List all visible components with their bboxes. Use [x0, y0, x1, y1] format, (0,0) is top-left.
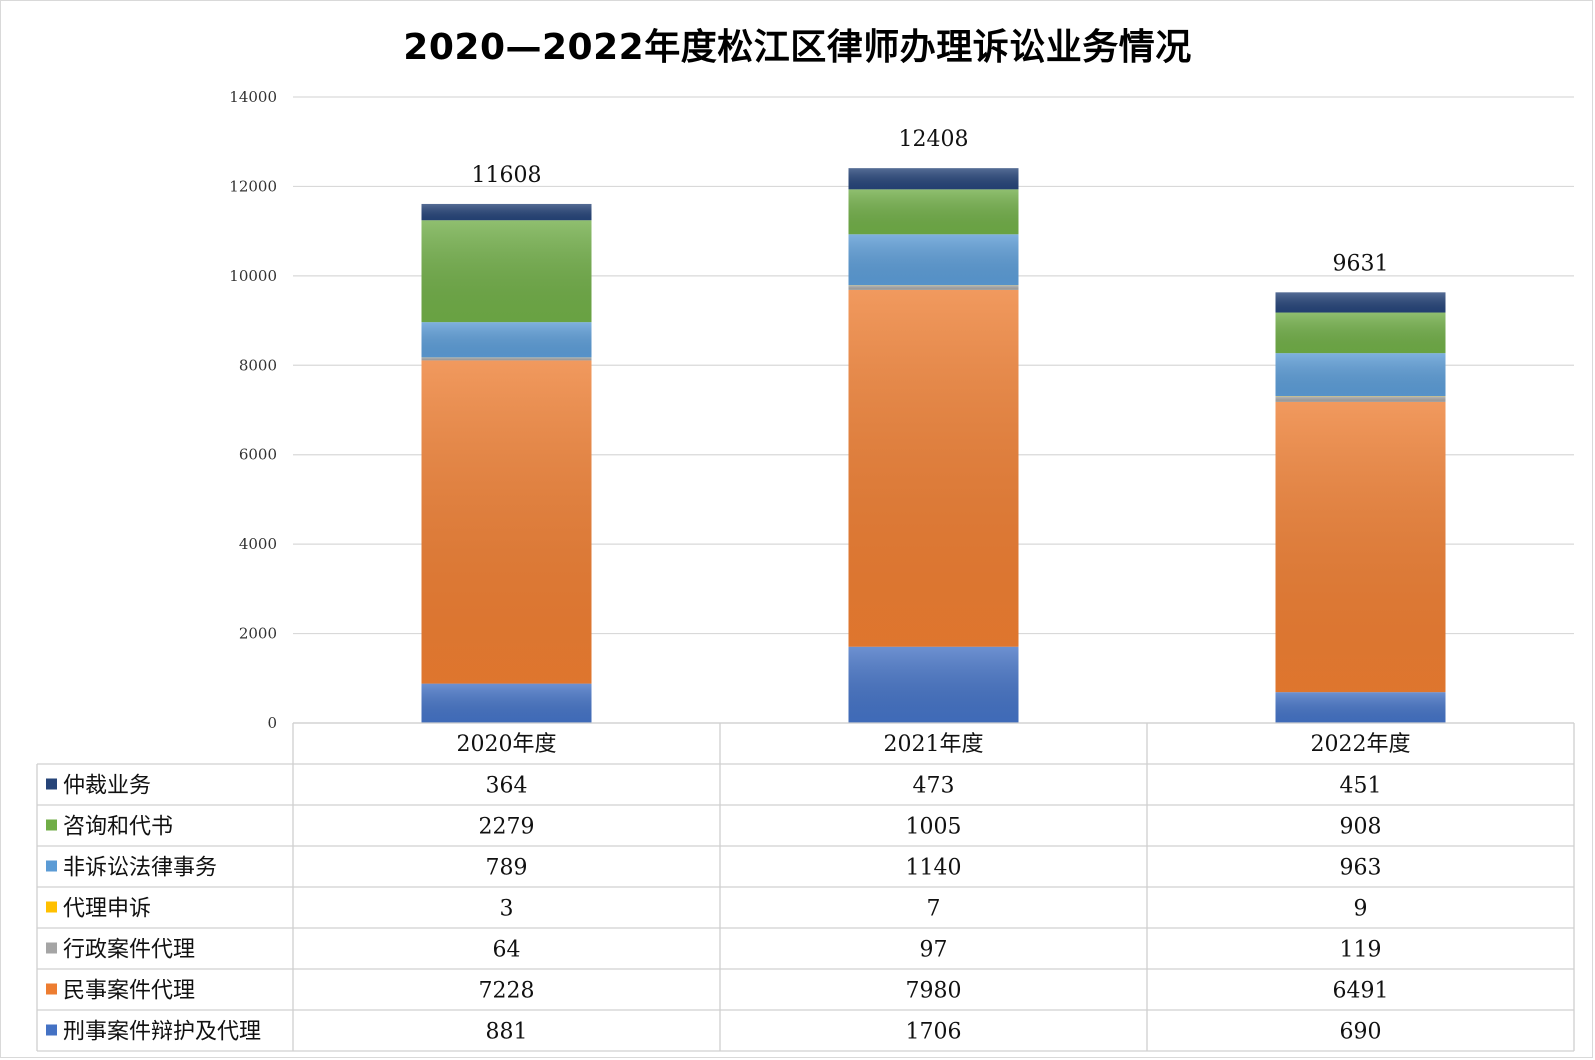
series-label: 代理申诉	[63, 897, 151, 922]
series-label: 民事案件代理	[63, 979, 195, 1004]
y-tick-label: 14000	[229, 88, 277, 106]
data-label: 119	[1340, 938, 1382, 963]
bar-segment-shade	[1275, 401, 1446, 693]
total-label: 12408	[899, 127, 969, 152]
bar-segment-shade	[848, 289, 1019, 647]
data-label: 690	[1340, 1020, 1382, 1045]
data-label: 789	[486, 856, 528, 881]
bar-segment-shade	[1275, 396, 1446, 402]
bar-segment-shade	[1275, 312, 1446, 354]
legend-key	[46, 983, 57, 995]
legend-key	[46, 901, 57, 913]
y-axis: 0 2000 4000 6000 8000 10000 12000 14000	[229, 88, 277, 732]
bar-segment-shade	[1275, 353, 1446, 397]
data-label: 64	[493, 938, 521, 963]
data-label: 7	[927, 897, 941, 922]
category-label: 2020年度	[457, 732, 557, 757]
data-label: 97	[920, 938, 948, 963]
bar-segment-shade	[1275, 292, 1446, 313]
bar-segment-shade	[421, 220, 592, 323]
category-label: 2021年度	[884, 732, 984, 757]
y-tick-label: 8000	[239, 356, 277, 374]
bar-segment-shade	[421, 683, 592, 723]
total-label: 11608	[472, 163, 542, 188]
data-label: 908	[1340, 815, 1382, 840]
y-tick-label: 0	[267, 714, 277, 732]
data-label: 364	[486, 774, 528, 799]
data-label: 1005	[906, 815, 962, 840]
bar-segment-shade	[848, 234, 1019, 286]
bar-segment-shade	[1275, 692, 1446, 723]
bar-segment-shade	[848, 168, 1019, 190]
bar-segment-shade	[421, 203, 592, 221]
bar-segment-shade	[848, 646, 1019, 723]
y-tick-label: 10000	[229, 267, 277, 285]
legend-key	[46, 1024, 57, 1036]
bar-segment-shade	[421, 357, 592, 361]
bar-segment-shade	[848, 285, 1019, 290]
data-label: 451	[1340, 774, 1382, 799]
data-label: 1140	[906, 856, 962, 881]
data-label: 881	[486, 1020, 528, 1045]
legend-key	[46, 819, 57, 831]
data-label: 1706	[906, 1020, 962, 1045]
legend-key	[46, 778, 57, 790]
category-label: 2022年度	[1311, 732, 1411, 757]
bar-segment-shade	[848, 189, 1019, 235]
y-tick-label: 6000	[239, 446, 277, 464]
data-label: 7980	[906, 979, 962, 1004]
series-label: 非诉讼法律事务	[63, 856, 217, 881]
total-label: 9631	[1333, 251, 1389, 276]
legend-key	[46, 942, 57, 954]
y-tick-label: 12000	[229, 177, 277, 195]
data-label: 3	[500, 897, 514, 922]
bar-segment-shade	[421, 360, 592, 684]
series-label: 仲裁业务	[63, 774, 151, 799]
data-label: 963	[1340, 856, 1382, 881]
y-tick-label: 4000	[239, 535, 277, 553]
data-label: 6491	[1333, 979, 1389, 1004]
total-labels: 11608 12408 9631	[472, 127, 1389, 276]
bars	[421, 168, 1446, 723]
data-label: 7228	[479, 979, 535, 1004]
bar-segment-shade	[421, 322, 592, 358]
y-tick-label: 2000	[239, 625, 277, 643]
series-label: 行政案件代理	[63, 938, 195, 963]
data-label: 2279	[479, 815, 535, 840]
legend-key	[46, 860, 57, 872]
data-label: 473	[913, 774, 955, 799]
chart-title: 2020—2022年度松江区律师办理诉讼业务情况	[403, 27, 1192, 68]
series-label: 咨询和代书	[63, 815, 173, 840]
series-label: 刑事案件辩护及代理	[63, 1020, 261, 1045]
data-label: 9	[1354, 897, 1368, 922]
